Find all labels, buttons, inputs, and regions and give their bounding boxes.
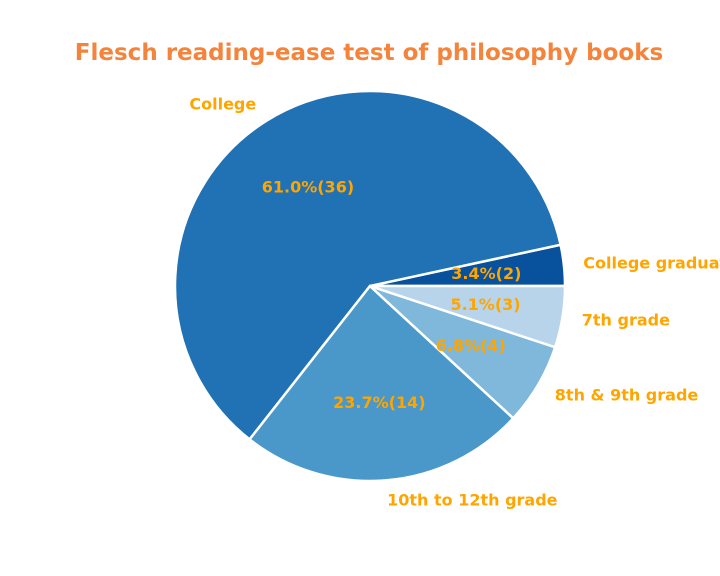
slice-label-8th-9th-grade: 8th & 9th grade <box>555 385 699 404</box>
slice-label-college-graduate: College graduate <box>583 254 720 273</box>
pie-labels: 3.4%(2) College graduate 61.0%(36) College 2… <box>189 95 720 510</box>
pie-slice-10th-to-12th-grade <box>248 284 515 483</box>
pie-slice-7th-grade <box>368 284 567 349</box>
pie-slices <box>173 89 567 483</box>
percent-label-10th-to-12th-grade: 23.7%(14) <box>333 393 425 412</box>
percent-label-college-graduate: 3.4%(2) <box>451 264 521 283</box>
percent-label-college: 61.0%(36) <box>262 177 354 196</box>
percent-label-7th-grade: 5.1%(3) <box>450 295 520 314</box>
percent-label-8th-9th-grade: 6.8%(4) <box>436 336 506 355</box>
pie-slice-college <box>173 89 562 441</box>
chart-title: Flesch reading-ease test of philosophy b… <box>74 40 664 66</box>
slice-label-college: College <box>189 95 256 114</box>
slice-label-7th-grade: 7th grade <box>582 311 670 330</box>
slice-label-10th-to-12th-grade: 10th to 12th grade <box>387 490 558 509</box>
